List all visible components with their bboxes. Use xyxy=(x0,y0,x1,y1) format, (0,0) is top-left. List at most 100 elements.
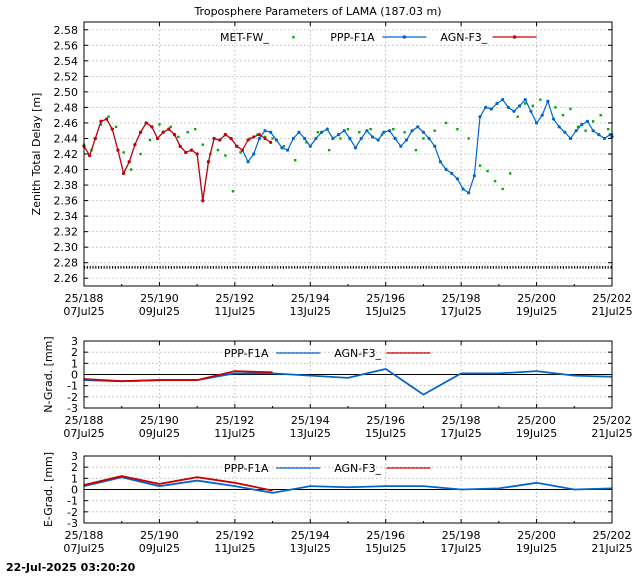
ztd-data-point xyxy=(178,144,182,148)
egrad-ytick-label: -3 xyxy=(67,517,78,530)
ztd-data-point xyxy=(376,138,380,142)
egrad-xtick-date-label: 15Jul25 xyxy=(365,542,406,555)
ztd-data-point xyxy=(110,127,114,131)
egrad-legend-label: AGN-F3_ xyxy=(334,462,381,475)
ngrad-xtick-date-label: 15Jul25 xyxy=(365,427,406,440)
egrad-series-1 xyxy=(83,475,273,492)
ztd-data-point xyxy=(393,136,397,141)
ztd-ytick-label: 2.38 xyxy=(54,179,79,192)
ztd-xtick-label: 25/192 xyxy=(216,292,255,305)
ztd-data-point xyxy=(186,131,189,134)
footer-timestamp: 22-Jul-2025 03:20:20 xyxy=(6,561,136,574)
ztd-data-point xyxy=(286,148,290,152)
egrad-xtick-date-label: 09Jul25 xyxy=(139,542,180,555)
ztd-data-point xyxy=(105,117,109,121)
egrad-ytick-label: 3 xyxy=(71,450,78,463)
ztd-data-point xyxy=(591,120,595,123)
ztd-data-point xyxy=(501,98,505,102)
ztd-data-point xyxy=(216,148,220,152)
ztd-series-line xyxy=(83,118,272,201)
ztd-data-point xyxy=(599,113,602,117)
ztd-data-point xyxy=(365,129,369,133)
ztd-legend-swatch xyxy=(292,36,295,39)
ngrad-xtick-label: 25/202 xyxy=(593,414,632,427)
ztd-data-point xyxy=(189,148,194,152)
ztd-data-point xyxy=(314,136,318,141)
ztd-data-point xyxy=(427,136,431,141)
ztd-data-point xyxy=(129,168,133,171)
ztd-xtick-label: 25/200 xyxy=(517,292,556,305)
ztd-data-point xyxy=(303,136,307,141)
ztd-data-point xyxy=(122,171,126,176)
ztd-data-point xyxy=(399,144,403,148)
ztd-ytick-label: 2.54 xyxy=(54,55,79,68)
ztd-legend-label: MET-FW_ xyxy=(220,31,269,44)
ztd-data-point xyxy=(421,130,426,134)
ztd-data-point xyxy=(148,138,152,142)
ztd-data-point xyxy=(305,141,308,144)
ngrad-ytick-label: -2 xyxy=(67,391,78,404)
ztd-data-point xyxy=(569,107,572,111)
egrad-xtick-label: 25/192 xyxy=(216,529,255,542)
ztd-data-point xyxy=(177,135,180,139)
ztd-data-point xyxy=(478,115,482,119)
ztd-data-point xyxy=(580,122,584,127)
ztd-data-point xyxy=(99,119,103,123)
egrad-xtick-date-label: 07Jul25 xyxy=(63,542,104,555)
ztd-xtick-date-label: 15Jul25 xyxy=(365,305,406,318)
ztd-data-point xyxy=(353,146,358,150)
ztd-xtick-label: 25/196 xyxy=(366,292,405,305)
ztd-xtick-label: 25/188 xyxy=(65,292,104,305)
ztd-data-point xyxy=(172,132,177,137)
ztd-data-point xyxy=(240,148,244,152)
ztd-data-point xyxy=(257,136,261,141)
ngrad-legend-label: PPP-F1A xyxy=(224,347,269,360)
ztd-data-point xyxy=(348,136,352,141)
egrad-xtick-label: 25/202 xyxy=(593,529,632,542)
ztd-data-point xyxy=(591,129,595,133)
ztd-data-point xyxy=(161,130,165,134)
ztd-data-point xyxy=(327,148,331,152)
egrad-series-line xyxy=(83,475,273,492)
ztd-data-point xyxy=(576,125,580,129)
ztd-data-point xyxy=(358,131,361,134)
ztd-ytick-label: 2.30 xyxy=(54,241,79,254)
ztd-data-point xyxy=(608,132,612,137)
ngrad-frame xyxy=(83,340,613,409)
ztd-data-point xyxy=(438,160,442,164)
ngrad-xtick-label: 25/200 xyxy=(517,414,556,427)
ztd-data-point xyxy=(282,145,286,148)
ztd-data-point xyxy=(382,130,386,134)
ztd-series-1 xyxy=(82,98,614,203)
ztd-data-point xyxy=(133,143,137,147)
ztd-ytick-label: 2.48 xyxy=(54,101,79,114)
ztd-data-point xyxy=(212,136,216,141)
ztd-data-point xyxy=(331,136,335,141)
ztd-data-point xyxy=(512,109,516,113)
ztd-data-point xyxy=(263,136,267,141)
ztd-series-0 xyxy=(82,98,614,193)
ztd-data-point xyxy=(122,151,125,154)
ztd-data-point xyxy=(139,152,142,156)
ztd-data-point xyxy=(257,132,261,137)
ztd-legend-label: AGN-F3_ xyxy=(440,31,487,44)
ztd-data-point xyxy=(531,104,534,108)
ztd-data-point xyxy=(461,187,465,191)
ztd-xtick-date-label: 07Jul25 xyxy=(63,305,104,318)
egrad-xtick-label: 25/196 xyxy=(366,529,405,542)
ztd-data-point xyxy=(546,99,550,103)
ztd-data-point xyxy=(387,129,392,133)
ztd-data-point xyxy=(138,130,143,134)
ngrad-xtick-date-label: 07Jul25 xyxy=(63,427,104,440)
egrad-xtick-label: 25/198 xyxy=(442,529,481,542)
ztd-data-point xyxy=(416,125,420,129)
ztd-data-point xyxy=(201,143,204,146)
ngrad-legend-label: AGN-F3_ xyxy=(334,347,381,360)
ztd-ytick-label: 2.42 xyxy=(54,148,79,161)
ztd-data-point xyxy=(359,136,363,141)
ztd-data-point xyxy=(495,101,499,106)
ztd-xtick-date-label: 11Jul25 xyxy=(214,305,255,318)
ngrad-ytick-label: -1 xyxy=(67,380,78,393)
